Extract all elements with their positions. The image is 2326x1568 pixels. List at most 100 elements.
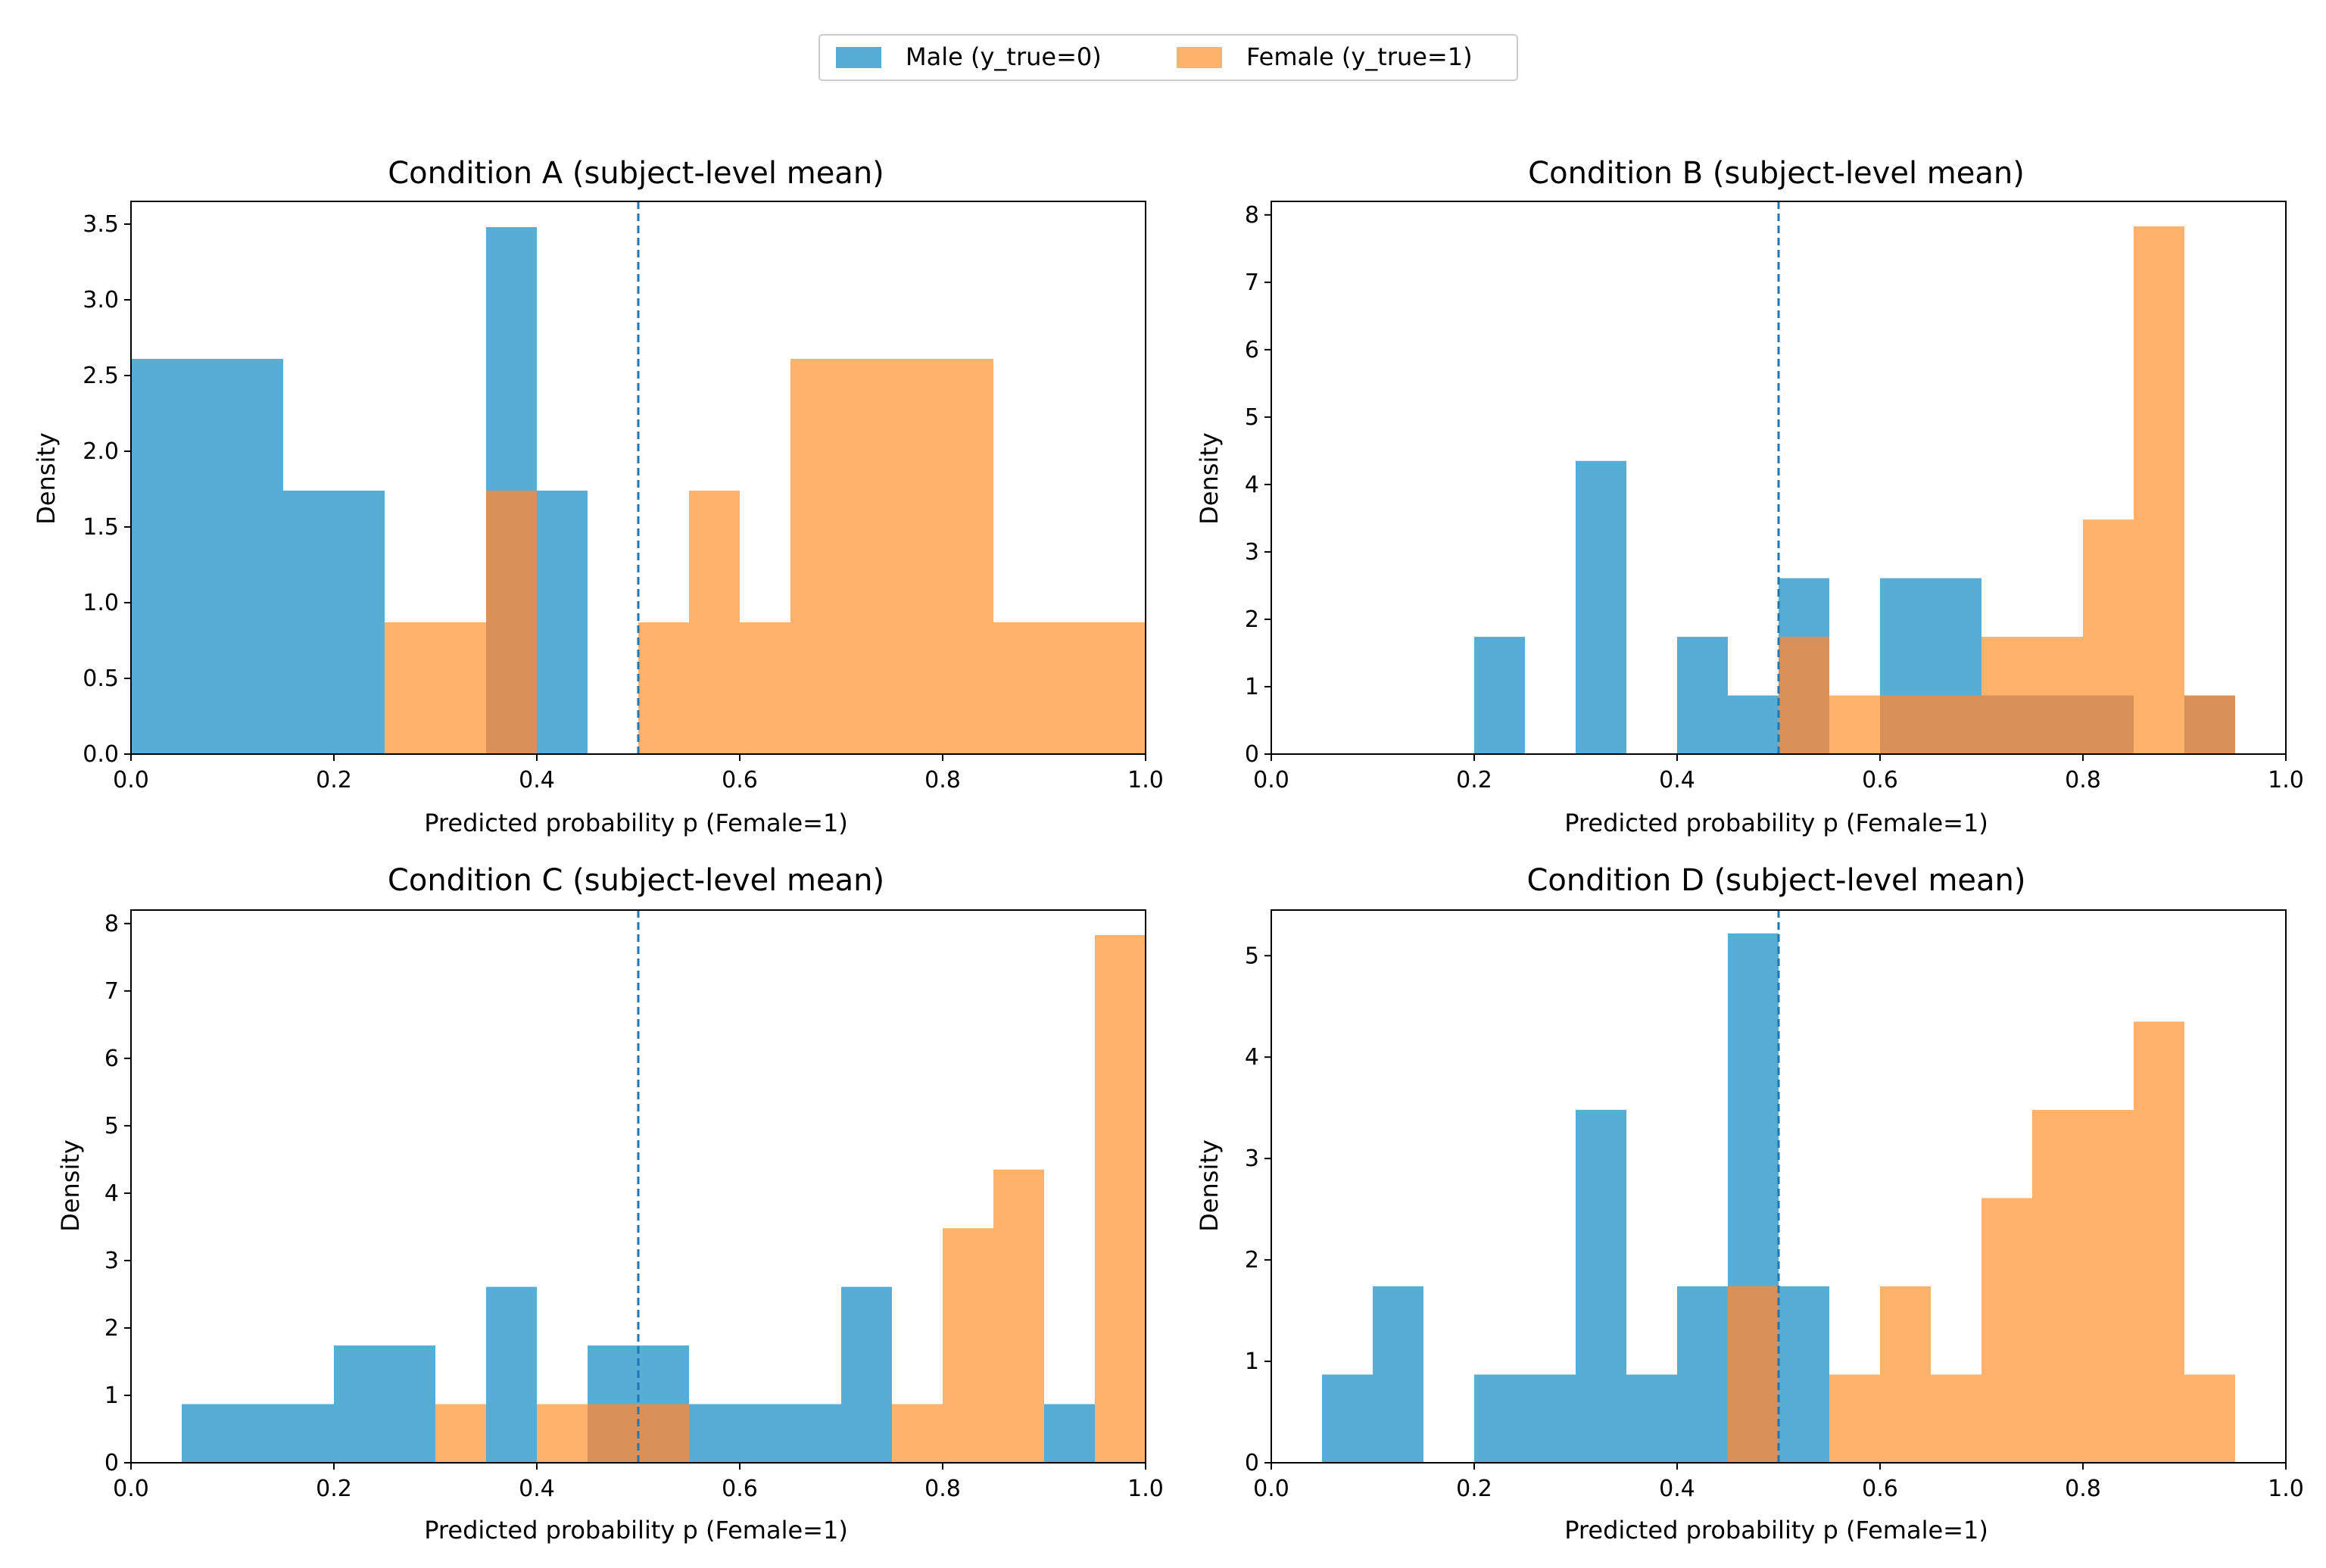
x-tick-label: 0.2 bbox=[1456, 1476, 1492, 1502]
legend-swatch-female bbox=[1177, 47, 1222, 68]
plot-frame bbox=[1271, 909, 2287, 1464]
male-bar bbox=[1728, 695, 1779, 754]
y-tick-label: 3.0 bbox=[83, 287, 119, 313]
x-tick-label: 1.0 bbox=[1127, 767, 1164, 793]
panel-title: Condition A (subject-level mean) bbox=[388, 156, 884, 191]
male-bar bbox=[1626, 1374, 1677, 1463]
x-tick-label: 0.0 bbox=[113, 1476, 149, 1502]
female-bar bbox=[1829, 1374, 1880, 1463]
x-tick-label: 1.0 bbox=[2268, 767, 2304, 793]
y-tick-label: 2 bbox=[104, 1315, 119, 1342]
male-bar bbox=[486, 1286, 537, 1463]
plot-frame bbox=[1271, 201, 2287, 755]
y-tick-label: 7 bbox=[104, 978, 119, 1005]
overlap-bar bbox=[486, 491, 537, 754]
y-tick-label: 6 bbox=[1245, 337, 1259, 363]
bars bbox=[131, 227, 1146, 754]
x-tick-label: 1.0 bbox=[1127, 1476, 1164, 1502]
y-tick-label: 5 bbox=[1245, 404, 1259, 431]
female-bar bbox=[2032, 1109, 2134, 1463]
x-axis-label: Predicted probability p (Female=1) bbox=[424, 809, 848, 837]
y-tick-label: 1 bbox=[1245, 674, 1259, 700]
overlap-bar bbox=[2083, 695, 2134, 754]
male-bar bbox=[1044, 1404, 1095, 1463]
y-tick-label: 0.0 bbox=[83, 741, 119, 768]
y-axis-label: Density bbox=[32, 432, 61, 525]
female-bar bbox=[993, 1169, 1044, 1463]
female-bar bbox=[892, 1404, 943, 1463]
male-bar bbox=[1677, 1286, 1728, 1463]
y-tick-label: 0 bbox=[1245, 741, 1259, 768]
male-bar bbox=[1677, 637, 1728, 754]
y-tick-label: 8 bbox=[1245, 202, 1259, 229]
female-bar bbox=[790, 359, 993, 754]
male-bar bbox=[1474, 637, 1525, 754]
x-tick-label: 0.8 bbox=[2065, 767, 2101, 793]
female-bar bbox=[2184, 1374, 2235, 1463]
male-bar bbox=[131, 359, 283, 754]
overlap-bar bbox=[1779, 637, 1829, 754]
bars bbox=[182, 934, 1146, 1463]
male-bar bbox=[1576, 1109, 1626, 1463]
y-tick-label: 1 bbox=[1245, 1348, 1259, 1375]
x-tick-label: 0.4 bbox=[1659, 767, 1695, 793]
bars bbox=[1474, 226, 2235, 754]
y-tick-label: 1.5 bbox=[83, 514, 119, 541]
female-bar bbox=[943, 1228, 993, 1463]
panel-title: Condition C (subject-level mean) bbox=[388, 863, 884, 898]
y-tick-label: 2.0 bbox=[83, 438, 119, 465]
y-tick-label: 4 bbox=[1245, 472, 1259, 498]
y-axis-label: Density bbox=[1195, 432, 1224, 525]
plot-frame bbox=[130, 201, 1146, 755]
male-bar bbox=[841, 1286, 892, 1463]
y-tick-label: 2.5 bbox=[83, 363, 119, 389]
legend-label-male: Male (y_true=0) bbox=[906, 42, 1102, 71]
y-tick-label: 2 bbox=[1245, 606, 1259, 633]
x-tick-label: 0.0 bbox=[113, 767, 149, 793]
y-tick-label: 4 bbox=[104, 1180, 119, 1207]
female-bar bbox=[638, 622, 689, 754]
panel-condition-a: Condition A (subject-level mean) Predict… bbox=[32, 156, 1164, 837]
x-tick-label: 0.0 bbox=[1253, 767, 1289, 793]
y-tick-label: 5 bbox=[1245, 943, 1259, 969]
x-tick-label: 0.6 bbox=[1862, 1476, 1898, 1502]
x-tick-label: 0.6 bbox=[722, 1476, 758, 1502]
female-bar bbox=[740, 622, 790, 754]
male-bar bbox=[1373, 1286, 1423, 1463]
x-tick-label: 0.8 bbox=[924, 1476, 961, 1502]
male-bar bbox=[1322, 1374, 1373, 1463]
x-tick-label: 0.4 bbox=[1659, 1476, 1695, 1502]
female-bar bbox=[1931, 1374, 1981, 1463]
legend-label-female: Female (y_true=1) bbox=[1246, 42, 1473, 71]
x-tick-label: 0.6 bbox=[1862, 767, 1898, 793]
y-tick-label: 3 bbox=[1245, 1146, 1259, 1172]
panel-condition-c: Condition C (subject-level mean) Predict… bbox=[56, 863, 1164, 1545]
overlap-bar bbox=[1981, 695, 2083, 754]
panel-title: Condition B (subject-level mean) bbox=[1528, 156, 2025, 191]
y-tick-label: 0.5 bbox=[83, 666, 119, 692]
bars bbox=[1322, 933, 2235, 1463]
x-tick-label: 0.8 bbox=[924, 767, 961, 793]
y-axis-label: Density bbox=[1195, 1139, 1224, 1232]
y-axis-label: Density bbox=[56, 1139, 85, 1232]
y-tick-label: 1.0 bbox=[83, 590, 119, 616]
male-bar bbox=[283, 491, 385, 754]
x-axis-label: Predicted probability p (Female=1) bbox=[1564, 809, 1988, 837]
panel-title: Condition D (subject-level mean) bbox=[1526, 863, 2025, 898]
male-bar bbox=[1576, 460, 1626, 754]
y-tick-label: 3.5 bbox=[83, 211, 119, 238]
male-bar bbox=[182, 1404, 334, 1463]
female-bar bbox=[435, 1404, 486, 1463]
panel-condition-d: Condition D (subject-level mean) Predict… bbox=[1195, 863, 2304, 1545]
y-tick-label: 8 bbox=[104, 911, 119, 937]
y-tick-label: 3 bbox=[1245, 539, 1259, 566]
x-tick-label: 0.2 bbox=[1456, 767, 1492, 793]
x-tick-label: 0.2 bbox=[316, 1476, 352, 1502]
overlap-bar bbox=[2184, 695, 2235, 754]
x-tick-label: 0.8 bbox=[2065, 1476, 2101, 1502]
male-bar bbox=[1474, 1374, 1576, 1463]
y-tick-label: 3 bbox=[104, 1248, 119, 1274]
y-tick-label: 4 bbox=[1245, 1044, 1259, 1071]
legend-frame bbox=[818, 34, 1518, 81]
